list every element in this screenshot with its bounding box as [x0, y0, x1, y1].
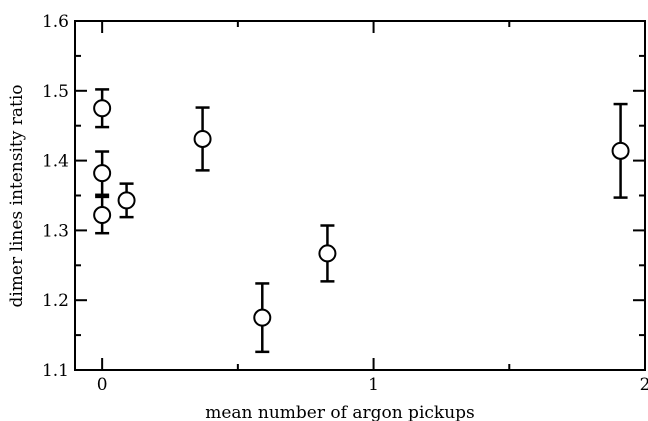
y-tick-label: 1.3 [42, 221, 69, 241]
point-marker [93, 206, 112, 225]
point-marker [93, 164, 112, 183]
x-tick-label: 0 [97, 375, 108, 395]
axis-ticks [75, 20, 646, 371]
x-tick-label: 1 [368, 375, 379, 395]
axis-tick-labels: 0 1 2 1.1 1.2 1.3 1.4 1.5 1.6 [42, 12, 648, 395]
point-marker [93, 99, 112, 118]
y-axis-label: dimer lines intensity ratio [7, 84, 27, 307]
point-marker [253, 308, 272, 327]
y-tick-label: 1.5 [42, 82, 69, 102]
data-point [93, 195, 112, 235]
data-point [117, 182, 136, 219]
x-tick-label: 2 [640, 375, 648, 395]
point-marker [318, 244, 337, 263]
point-marker [193, 129, 212, 148]
point-marker [611, 141, 630, 160]
y-tick-label: 1.4 [42, 152, 69, 172]
point-marker [117, 191, 136, 210]
y-tick-label: 1.6 [42, 12, 69, 32]
plot-frame [74, 20, 646, 371]
data-point [318, 224, 337, 283]
data-point [93, 150, 112, 197]
x-axis-label: mean number of argon pickups [205, 403, 475, 421]
data-point [93, 88, 112, 129]
y-tick-label: 1.1 [42, 361, 69, 381]
data-point [253, 282, 272, 354]
data-point [611, 102, 630, 199]
y-tick-label: 1.2 [42, 291, 69, 311]
data-points [93, 88, 630, 354]
data-point [193, 106, 212, 172]
